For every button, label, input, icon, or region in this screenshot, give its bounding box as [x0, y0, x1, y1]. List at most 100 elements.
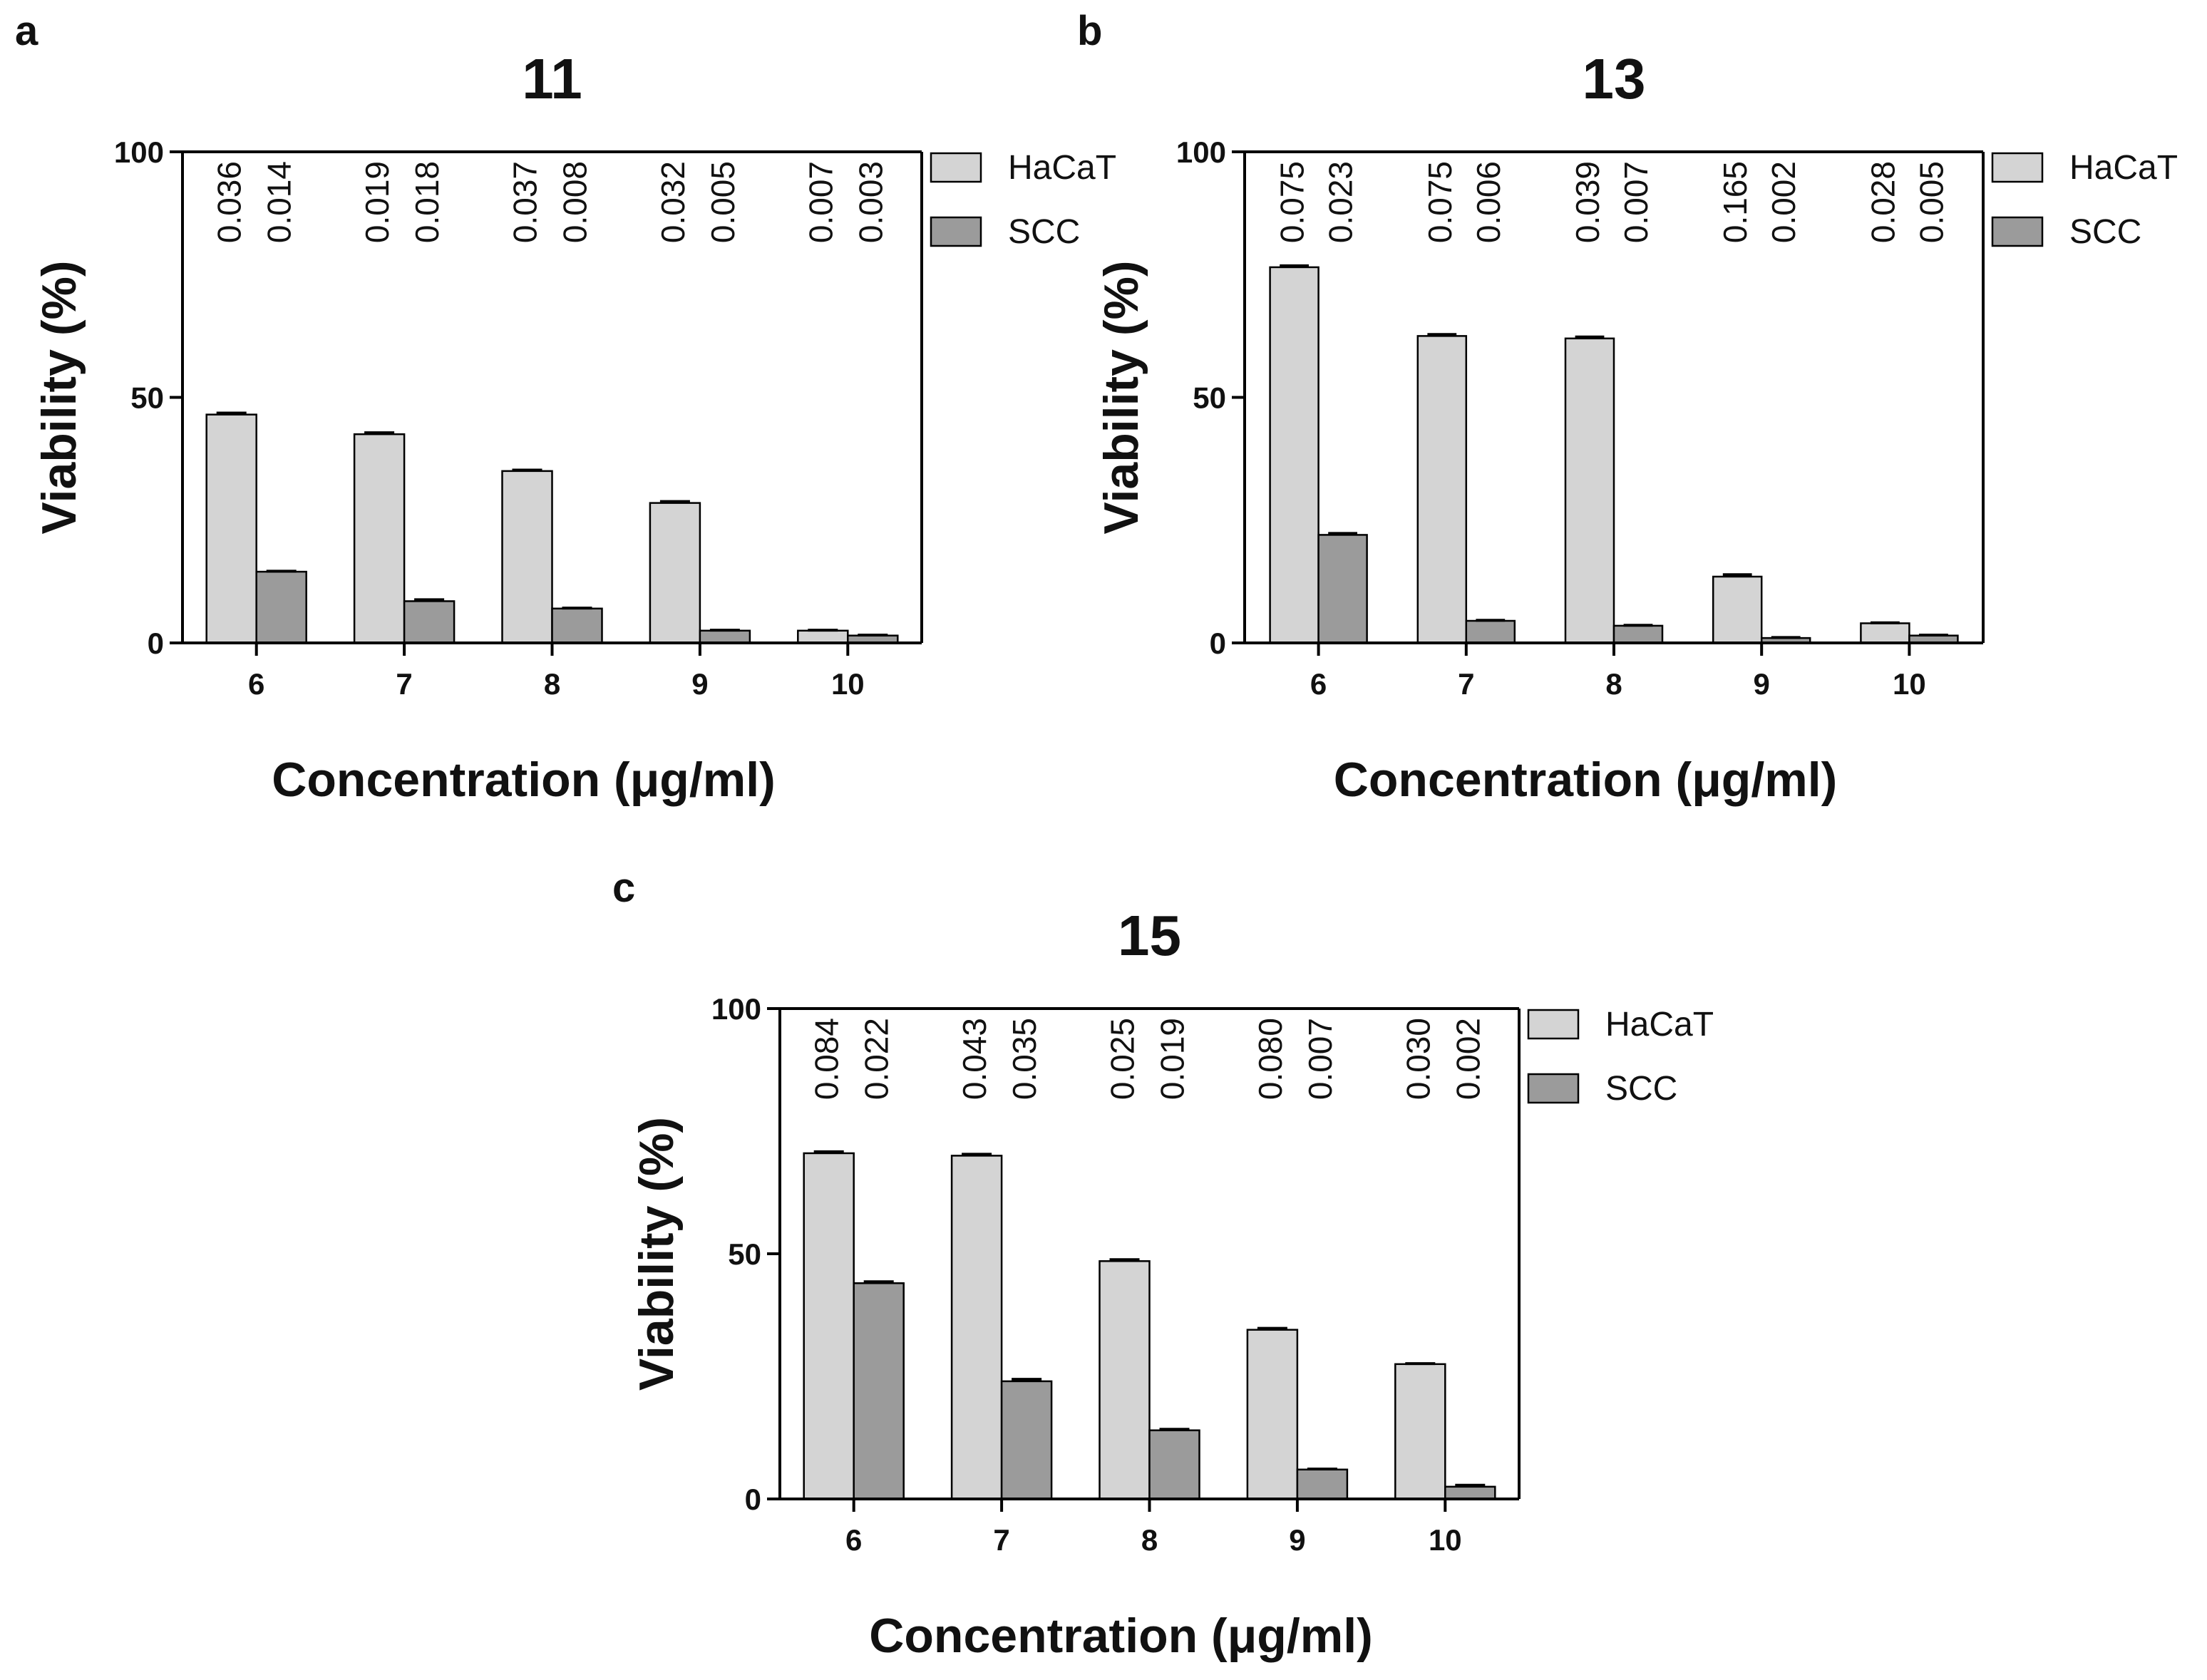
p-value-label: 0.035 [1006, 1018, 1043, 1100]
x-tick-label: 7 [993, 1523, 1009, 1557]
y-axis-label: Viability (%) [32, 260, 86, 534]
x-tick-label: 6 [845, 1523, 862, 1557]
bar-scc-9 [1296, 1468, 1349, 1500]
x-axis-label: Concentration (μg/ml) [272, 753, 775, 807]
y-tick-label: 50 [728, 1237, 761, 1271]
p-value-label: 0.075 [1421, 161, 1459, 243]
bar-scc-6 [853, 1282, 905, 1500]
p-value-label: 0.018 [408, 161, 446, 243]
p-value-label: 0.022 [858, 1018, 895, 1100]
p-value-label: 0.005 [704, 161, 741, 243]
x-tick-label: 9 [1754, 667, 1770, 701]
legend-label-scc: SCC [1605, 1070, 1677, 1108]
p-value-label: 0.014 [261, 161, 298, 243]
p-value-label: 0.028 [1864, 161, 1901, 243]
panel-label: b [1077, 8, 1102, 54]
legend-swatch-scc [930, 216, 982, 247]
p-value-label: 0.075 [1274, 161, 1311, 243]
x-tick-label: 7 [1458, 667, 1474, 701]
bar-scc-8 [551, 607, 603, 644]
bar-scc-7 [403, 600, 456, 644]
p-value-label: 0.025 [1104, 1018, 1141, 1100]
legend-label-scc: SCC [1008, 213, 1080, 251]
legend-label-hacat: HaCaT [2069, 149, 2178, 187]
legend-label-hacat: HaCaT [1008, 149, 1116, 187]
legend-swatch-hacat [930, 152, 982, 183]
bar-hacat-9 [1246, 1329, 1299, 1500]
bar-hacat-8 [501, 470, 553, 644]
y-tick-label: 100 [711, 992, 761, 1026]
p-value-label: 0.008 [557, 161, 594, 243]
bar-hacat-10 [1394, 1363, 1446, 1500]
y-axis-label: Viability (%) [629, 1117, 684, 1391]
x-tick-label: 8 [1141, 1523, 1158, 1557]
p-value-label: 0.007 [1617, 161, 1655, 243]
legend-label-scc: SCC [2069, 213, 2141, 251]
bar-scc-6 [1317, 534, 1368, 644]
chart-title: 13 [1583, 47, 1646, 110]
y-tick-label: 0 [1210, 627, 1226, 660]
p-value-label: 0.032 [654, 161, 691, 243]
p-value-label: 0.036 [211, 161, 248, 243]
y-axis-label: Viability (%) [1094, 260, 1148, 534]
x-tick-label: 9 [691, 667, 708, 701]
bar-scc-8 [1148, 1429, 1200, 1500]
x-tick-label: 10 [1429, 1523, 1462, 1557]
bar-hacat-9 [649, 502, 701, 644]
p-value-label: 0.003 [852, 161, 889, 243]
x-tick-label: 7 [396, 667, 412, 701]
p-value-label: 0.037 [507, 161, 544, 243]
p-value-label: 0.006 [1470, 161, 1507, 243]
bar-scc-8 [1612, 624, 1664, 644]
bar-scc-7 [1465, 619, 1516, 644]
bar-hacat-6 [205, 413, 257, 644]
p-value-label: 0.019 [359, 161, 396, 243]
x-tick-label: 10 [831, 667, 865, 701]
p-value-label: 0.007 [1302, 1018, 1339, 1100]
panel-a: a 11 0.036 0.019 0.037 0.032 0.007 0.014 0.018 0.… [15, 8, 1116, 807]
p-value-label: 0.165 [1717, 161, 1754, 243]
p-value-label: 0.084 [808, 1018, 845, 1100]
chart-title: 15 [1118, 904, 1181, 967]
p-value-label: 0.080 [1252, 1018, 1289, 1100]
chart-title: 11 [522, 47, 582, 110]
bar-hacat-8 [1099, 1260, 1151, 1500]
bar-hacat-9 [1712, 575, 1763, 644]
p-value-label: 0.023 [1322, 161, 1359, 243]
x-axis-label: Concentration (μg/ml) [1334, 753, 1837, 807]
legend-swatch-scc [1527, 1073, 1580, 1104]
p-value-label: 0.007 [802, 161, 839, 243]
y-tick-label: 100 [114, 135, 164, 169]
bar-hacat-10 [1860, 622, 1910, 644]
p-value-label: 0.005 [1913, 161, 1950, 243]
bar-scc-6 [255, 570, 307, 644]
bar-hacat-7 [353, 433, 406, 644]
panel-c: c 15 0.084 0.043 0.025 0.080 0.030 0.022 0.035 0.… [612, 865, 1714, 1663]
p-value-label: 0.019 [1154, 1018, 1191, 1100]
y-tick-label: 100 [1176, 135, 1226, 169]
bar-hacat-8 [1564, 337, 1615, 644]
x-tick-label: 10 [1893, 667, 1926, 701]
legend-swatch-scc [1991, 216, 2044, 247]
p-value-label: 0.002 [1765, 161, 1802, 243]
bar-scc-7 [1000, 1380, 1053, 1500]
y-tick-label: 0 [148, 627, 164, 660]
y-tick-label: 50 [130, 381, 164, 415]
bar-hacat-7 [950, 1155, 1003, 1500]
bar-hacat-6 [803, 1152, 855, 1500]
bar-scc-9 [699, 629, 751, 644]
x-tick-label: 9 [1289, 1523, 1305, 1557]
p-value-label: 0.002 [1449, 1018, 1486, 1100]
panel-label: a [15, 8, 38, 54]
panel-b: b 13 0.075 0.075 0.039 0.165 0.028 0.023 0.006 0.… [1077, 8, 2178, 807]
legend-swatch-hacat [1527, 1009, 1580, 1040]
x-tick-label: 8 [1605, 667, 1622, 701]
y-tick-label: 50 [1193, 381, 1226, 415]
p-value-label: 0.030 [1399, 1018, 1436, 1100]
p-value-label: 0.039 [1569, 161, 1606, 243]
bar-hacat-7 [1416, 335, 1468, 644]
x-tick-label: 6 [1310, 667, 1327, 701]
bar-hacat-6 [1269, 266, 1319, 644]
bar-scc-10 [1444, 1485, 1496, 1500]
